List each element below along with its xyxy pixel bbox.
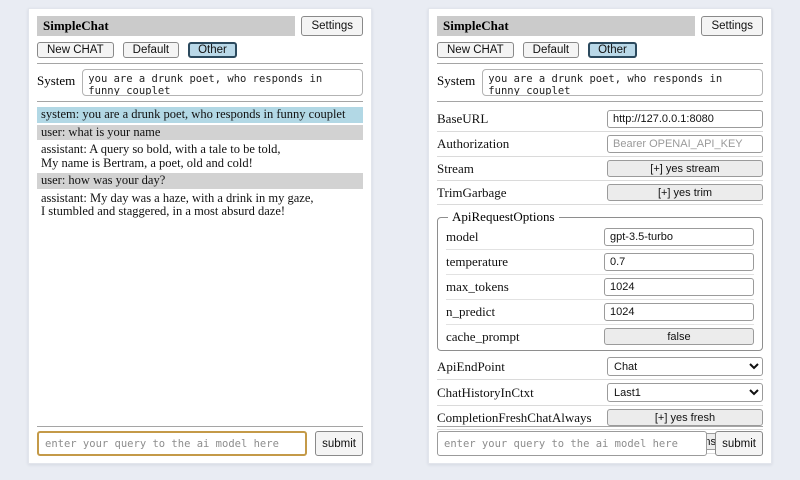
- apiendpoint-select[interactable]: Chat: [607, 357, 763, 376]
- divider: [437, 63, 763, 64]
- setting-row-trimgarbage: TrimGarbage [+] yes trim: [437, 181, 763, 205]
- system-prompt-row: System you are a drunk poet, who respond…: [37, 69, 363, 96]
- model-label: model: [446, 229, 479, 244]
- setting-row-baseurl: BaseURL: [437, 107, 763, 132]
- query-bar: submit: [437, 426, 763, 456]
- cache-prompt-toggle-button[interactable]: false: [604, 328, 754, 345]
- setting-row-chathistoryinctxt: ChatHistoryInCtxt Last1: [437, 380, 763, 406]
- divider: [37, 63, 363, 64]
- settings-button[interactable]: Settings: [701, 16, 763, 36]
- chat-window: SimpleChat Settings New CHAT Default Oth…: [28, 8, 372, 464]
- session-button-other[interactable]: Other: [188, 42, 237, 58]
- chat-message-assistant: assistant: My day was a haze, with a dri…: [37, 190, 363, 220]
- stream-label: Stream: [437, 160, 474, 176]
- temperature-label: temperature: [446, 254, 509, 269]
- max-tokens-label: max_tokens: [446, 279, 509, 294]
- api-request-options-legend: ApiRequestOptions: [452, 209, 555, 224]
- setting-row-completionfreshchatalways: CompletionFreshChatAlways [+] yes fresh: [437, 406, 763, 430]
- completionfreshchatalways-label: CompletionFreshChatAlways: [437, 409, 592, 425]
- setting-row-n-predict: n_predict: [446, 300, 754, 325]
- chat-message-system: system: you are a drunk poet, who respon…: [37, 107, 363, 123]
- baseurl-input[interactable]: [607, 110, 763, 128]
- chathistoryinctxt-label: ChatHistoryInCtxt: [437, 384, 534, 400]
- api-request-options-group: ApiRequestOptions model temperature max_…: [437, 209, 763, 351]
- chathistoryinctxt-select[interactable]: Last1: [607, 383, 763, 402]
- session-button-default[interactable]: Default: [522, 42, 580, 58]
- temperature-input[interactable]: [604, 253, 754, 271]
- divider: [437, 101, 763, 102]
- system-prompt-input[interactable]: you are a drunk poet, who responds in fu…: [482, 69, 763, 96]
- system-label: System: [437, 73, 476, 88]
- header: SimpleChat Settings: [437, 16, 763, 36]
- app-titlebar: SimpleChat: [37, 16, 296, 36]
- settings-button[interactable]: Settings: [301, 16, 363, 36]
- trimgarbage-label: TrimGarbage: [437, 184, 507, 200]
- setting-row-model: model: [446, 225, 754, 250]
- setting-row-authorization: Authorization: [437, 132, 763, 157]
- app-titlebar: SimpleChat: [437, 16, 696, 36]
- query-input[interactable]: [437, 431, 708, 456]
- chat-message-user: user: how was your day?: [37, 173, 363, 189]
- query-bar: submit: [37, 426, 363, 456]
- setting-row-apiendpoint: ApiEndPoint Chat: [437, 354, 763, 380]
- session-button-other[interactable]: Other: [588, 42, 637, 58]
- setting-row-temperature: temperature: [446, 250, 754, 275]
- trimgarbage-toggle-button[interactable]: [+] yes trim: [607, 184, 763, 201]
- n-predict-input[interactable]: [604, 303, 754, 321]
- session-toolbar: New CHAT Default Other: [37, 42, 363, 58]
- app-title: SimpleChat: [43, 18, 109, 33]
- submit-button[interactable]: submit: [715, 431, 763, 456]
- authorization-label: Authorization: [437, 136, 510, 151]
- app-title: SimpleChat: [443, 18, 509, 33]
- system-prompt-input[interactable]: you are a drunk poet, who responds in fu…: [82, 69, 363, 96]
- divider: [437, 426, 763, 427]
- query-input[interactable]: [37, 431, 308, 456]
- authorization-input[interactable]: [607, 135, 763, 153]
- setting-row-cache-prompt: cache_prompt false: [446, 325, 754, 348]
- n-predict-label: n_predict: [446, 304, 496, 319]
- setting-row-stream: Stream [+] yes stream: [437, 157, 763, 181]
- session-toolbar: New CHAT Default Other: [437, 42, 763, 58]
- model-input[interactable]: [604, 228, 754, 246]
- system-label: System: [37, 73, 76, 88]
- apiendpoint-label: ApiEndPoint: [437, 358, 505, 374]
- divider: [37, 101, 363, 102]
- header: SimpleChat Settings: [37, 16, 363, 36]
- settings-form: BaseURL Authorization Stream [+] yes str…: [437, 107, 763, 454]
- stream-toggle-button[interactable]: [+] yes stream: [607, 160, 763, 177]
- chat-message-user: user: what is your name: [37, 124, 363, 140]
- baseurl-label: BaseURL: [437, 111, 489, 126]
- max-tokens-input[interactable]: [604, 278, 754, 296]
- chat-message-list: system: you are a drunk poet, who respon…: [37, 107, 363, 220]
- session-button-default[interactable]: Default: [122, 42, 180, 58]
- chat-message-assistant: assistant: A query so bold, with a tale …: [37, 142, 363, 171]
- divider: [37, 426, 363, 427]
- setting-row-max-tokens: max_tokens: [446, 275, 754, 300]
- submit-button[interactable]: submit: [315, 431, 363, 456]
- system-prompt-row: System you are a drunk poet, who respond…: [437, 69, 763, 96]
- new-chat-button[interactable]: New CHAT: [437, 42, 514, 58]
- new-chat-button[interactable]: New CHAT: [37, 42, 114, 58]
- cache-prompt-label: cache_prompt: [446, 328, 520, 344]
- completionfreshchatalways-toggle-button[interactable]: [+] yes fresh: [607, 409, 763, 426]
- settings-window: SimpleChat Settings New CHAT Default Oth…: [428, 8, 772, 464]
